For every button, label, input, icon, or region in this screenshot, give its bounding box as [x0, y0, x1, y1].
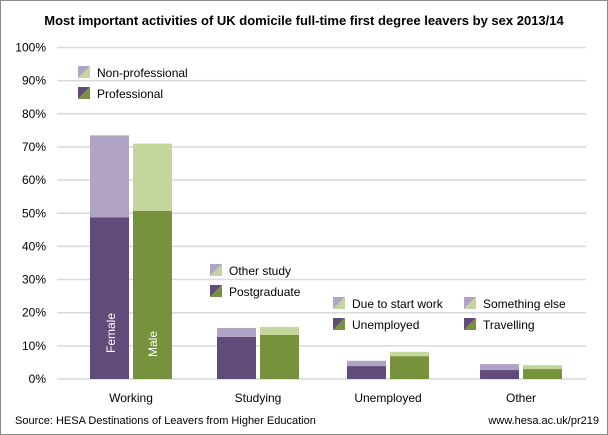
bar-male-due-to-start-work [390, 351, 429, 357]
legend-swatch [333, 297, 345, 309]
y-tick-label: 30% [22, 273, 46, 287]
legend-label: Non-professional [97, 66, 188, 80]
bar-female-non-professional [90, 135, 129, 218]
bar-female-travelling [480, 370, 519, 379]
legend-label: Other study [229, 264, 291, 278]
x-tick-label: Other [506, 391, 536, 405]
legend-swatch [464, 318, 476, 330]
legend-label: Something else [483, 297, 566, 311]
y-tick-label: 80% [22, 107, 46, 121]
bar-male-other-study [260, 326, 299, 335]
legend-label: Travelling [483, 318, 535, 332]
bar-male-travelling [523, 369, 562, 379]
bar-male-non-professional [133, 143, 172, 211]
bar-male-unemployed [390, 356, 429, 379]
y-tick-label: 10% [22, 339, 46, 353]
y-tick-label: 50% [22, 206, 46, 220]
y-tick-label: 20% [22, 306, 46, 320]
legend-swatch [210, 285, 222, 297]
y-tick-label: 40% [22, 239, 46, 253]
x-tick-label: Working [109, 391, 153, 405]
legend-swatch [78, 87, 90, 99]
y-tick-label: 0% [29, 372, 47, 386]
legend-swatch [78, 66, 90, 78]
bar-male-postgraduate [260, 334, 299, 379]
bar-male-professional [133, 210, 172, 379]
group-label-male: Male [146, 331, 160, 357]
x-tick-label: Studying [235, 391, 282, 405]
bar-female-unemployed [347, 366, 386, 379]
source-url: www.hesa.ac.uk/pr219 [487, 415, 599, 427]
x-tick-label: Unemployed [354, 391, 421, 405]
bar-female-professional [90, 217, 129, 379]
bar-female-other-study [217, 327, 256, 337]
source-note: Source: HESA Destinations of Leavers fro… [15, 415, 316, 427]
y-tick-label: 70% [22, 140, 46, 154]
y-tick-label: 90% [22, 74, 46, 88]
bar-female-due-to-start-work [347, 360, 386, 367]
bar-male-something-else [523, 365, 562, 370]
group-label-female: Female [104, 313, 118, 353]
chart-title: Most important activities of UK domicile… [44, 13, 564, 28]
y-tick-label: 100% [15, 41, 46, 55]
legend-swatch [464, 297, 476, 309]
bar-female-something-else [480, 364, 519, 371]
legend-label: Postgraduate [229, 285, 301, 299]
legend-swatch [333, 318, 345, 330]
legend-label: Unemployed [352, 318, 419, 332]
legend-swatch [210, 264, 222, 276]
legend-label: Due to start work [352, 297, 444, 311]
y-tick-label: 60% [22, 173, 46, 187]
bar-female-postgraduate [217, 336, 256, 379]
legend-label: Professional [97, 87, 163, 101]
